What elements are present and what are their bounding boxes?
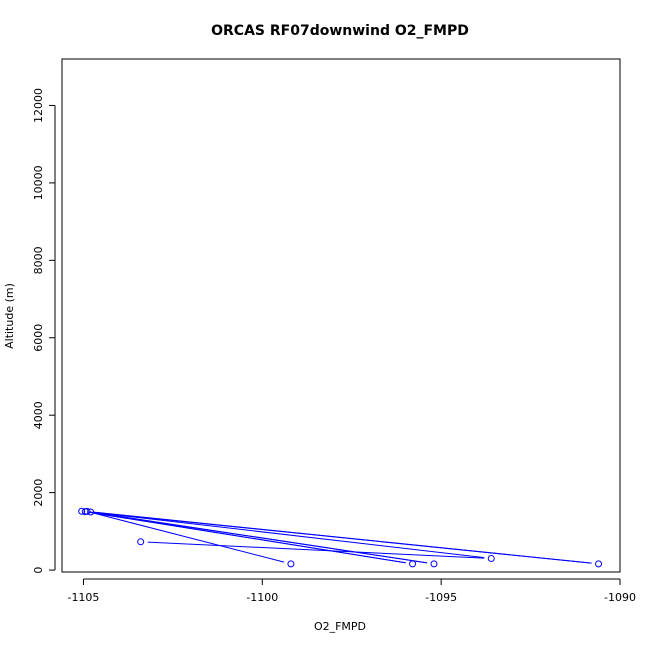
x-tick-label: -1100: [246, 591, 278, 604]
data-point: [78, 507, 86, 515]
y-axis-label: Altitude (m): [3, 283, 16, 349]
y-tick-label: 0: [32, 567, 45, 574]
series-segment: [88, 511, 406, 564]
data-point: [287, 560, 295, 568]
x-tick-label: -1095: [425, 591, 457, 604]
y-tick-label: 10000: [32, 165, 45, 200]
plot-frame: [61, 58, 621, 573]
data-point: [137, 538, 145, 546]
x-axis-label: O2_FMPD: [314, 620, 366, 633]
y-axis: 0 2000 4000 6000 8000 10000 12000: [32, 88, 56, 574]
x-axis: -1105 -1100 -1095 -1090: [67, 578, 636, 604]
x-tick-label: -1105: [67, 591, 99, 604]
series-segment: [93, 511, 592, 564]
data-point: [595, 560, 603, 568]
chart-title: ORCAS RF07downwind O2_FMPD: [211, 23, 469, 39]
y-tick-label: 6000: [32, 324, 45, 352]
data-point: [83, 507, 91, 515]
data-point: [87, 508, 95, 516]
data-point: [430, 560, 438, 568]
x-tick-label: -1090: [604, 591, 636, 604]
series-segment: [97, 512, 485, 559]
data-point: [409, 560, 417, 568]
data-point: [487, 554, 495, 562]
series-segment: [92, 512, 428, 564]
series-layer: [78, 507, 603, 568]
y-tick-label: 8000: [32, 246, 45, 274]
series-segment: [93, 512, 285, 563]
series-segment: [147, 541, 485, 559]
y-tick-label: 2000: [32, 479, 45, 507]
y-tick-label: 4000: [32, 401, 45, 429]
y-tick-label: 12000: [32, 88, 45, 123]
